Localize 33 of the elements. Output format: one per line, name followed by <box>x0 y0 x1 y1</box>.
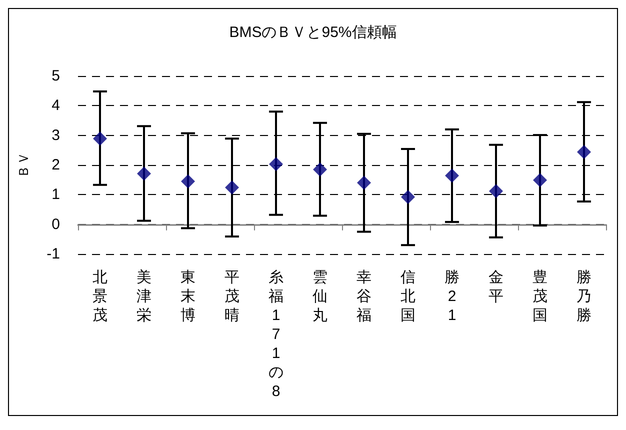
x-tick-label: 美津栄 <box>136 269 152 324</box>
point <box>269 157 283 172</box>
y-tick-label: 4 <box>52 97 60 114</box>
x-tick-label: 糸福171の8 <box>268 269 284 400</box>
x-tick-label: 勝乃勝 <box>576 269 592 324</box>
x-tick-label: 勝21 <box>444 269 460 324</box>
y-tick-label: 1 <box>52 186 60 204</box>
point <box>93 132 107 146</box>
y-axis-title: ＢＶ <box>16 152 31 178</box>
point <box>401 190 415 204</box>
point <box>137 166 151 181</box>
point <box>577 144 591 159</box>
y-tick-label: 0 <box>52 216 60 233</box>
x-tick-label: 東末博 <box>180 269 196 324</box>
point <box>225 180 239 195</box>
y-tick-label: -1 <box>46 246 60 262</box>
chart-title: BMSのＢＶと95%信頼幅 <box>229 24 397 41</box>
point <box>181 174 195 188</box>
point <box>489 184 503 198</box>
y-tick-label: 5 <box>52 68 60 84</box>
point <box>533 173 547 188</box>
x-tick-label: 平茂晴 <box>224 269 240 324</box>
x-tick-label: 幸谷福 <box>356 269 372 324</box>
x-tick-label: 雲仙丸 <box>312 269 328 324</box>
x-tick-label: 金平 <box>488 269 504 305</box>
point <box>445 168 459 183</box>
y-tick-label: 2 <box>52 156 60 174</box>
x-tick-label: 豊茂国 <box>532 269 548 324</box>
x-tick-label: 信北国 <box>400 269 416 324</box>
point <box>357 176 371 190</box>
x-tick-label: 北景茂 <box>92 269 108 324</box>
y-tick-label: 3 <box>52 126 60 144</box>
point <box>313 162 327 176</box>
